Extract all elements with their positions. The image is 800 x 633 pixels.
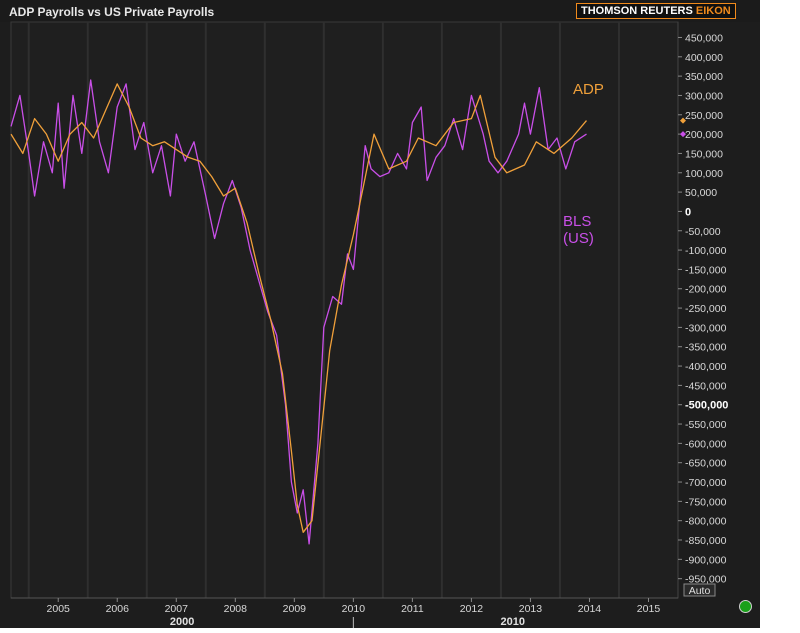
- series-label: BLS: [563, 213, 591, 230]
- y-tick-label: -500,000: [685, 400, 728, 412]
- brand-logo: THOMSON REUTERS EIKON: [576, 3, 736, 19]
- y-tick-label: -750,000: [685, 496, 727, 508]
- last-value-marker: [680, 117, 686, 124]
- y-tick-label: 300,000: [685, 90, 723, 102]
- y-tick-label: -650,000: [685, 458, 727, 470]
- x-tick-label: 2012: [460, 603, 484, 615]
- series-label: ADP: [573, 81, 604, 98]
- bls-series-line: [10, 79, 587, 545]
- y-tick-label: -400,000: [685, 361, 727, 373]
- x-tick-label: 2006: [106, 603, 130, 615]
- x-tick-label: 2015: [637, 603, 661, 615]
- y-tick-label: 250,000: [685, 110, 723, 122]
- y-tick-label: -850,000: [685, 535, 727, 547]
- y-tick-label: 150,000: [685, 148, 723, 160]
- decade-label: 2010: [500, 616, 524, 628]
- y-tick-label: -250,000: [685, 303, 727, 315]
- y-tick-label: -300,000: [685, 322, 727, 334]
- green-status-dot-icon[interactable]: [739, 600, 752, 613]
- decade-label: 2000: [170, 616, 194, 628]
- x-tick-label: 2014: [578, 603, 602, 615]
- chart-title: ADP Payrolls vs US Private Payrolls: [9, 5, 215, 19]
- chart-svg: 450,000 400,000 350,000 300,000 250,000 200,0…: [10, 21, 728, 628]
- x-tick-label: 2013: [519, 603, 543, 615]
- y-tick-label: 50,000: [685, 187, 717, 199]
- last-value-marker: [680, 131, 686, 138]
- x-tick-label: 2005: [47, 603, 71, 615]
- y-tick-label: -550,000: [685, 419, 727, 431]
- y-tick-label: 350,000: [685, 71, 723, 83]
- adp-series-line: [10, 83, 587, 533]
- auto-scale-button[interactable]: [683, 583, 716, 597]
- plot-area: [10, 21, 679, 599]
- x-tick-label: 2011: [401, 603, 424, 615]
- y-tick-label: -700,000: [685, 477, 727, 489]
- title-bar: ADP Payrolls vs US Private Payrolls THOM…: [0, 0, 760, 22]
- brand-accent: EIKON: [695, 5, 731, 17]
- y-tick-label: 400,000: [685, 52, 723, 64]
- y-tick-label: -100,000: [685, 245, 727, 257]
- x-tick-label: 2008: [224, 603, 248, 615]
- y-tick-label: -900,000: [685, 554, 727, 566]
- y-tick-label: -150,000: [685, 264, 727, 276]
- x-tick-label: 2007: [165, 603, 189, 615]
- y-tick-label: 200,000: [685, 129, 723, 141]
- series-label: (US): [563, 230, 594, 247]
- y-tick-label: 100,000: [685, 168, 723, 180]
- y-tick-label: 450,000: [685, 32, 723, 44]
- brand-name: THOMSON REUTERS: [581, 5, 693, 17]
- x-tick-label: 2010: [342, 603, 366, 615]
- y-tick-label: -800,000: [685, 516, 727, 528]
- y-tick-label: -200,000: [685, 284, 727, 296]
- y-tick-label: -950,000: [685, 574, 727, 586]
- y-tick-label: -350,000: [685, 342, 727, 354]
- y-tick-label: -450,000: [685, 380, 727, 392]
- x-tick-label: 2009: [283, 603, 307, 615]
- y-tick-label: -50,000: [685, 226, 721, 238]
- y-tick-label: 0: [685, 206, 691, 218]
- auto-scale-button-label: Auto: [689, 585, 711, 597]
- y-tick-label: -600,000: [685, 438, 727, 450]
